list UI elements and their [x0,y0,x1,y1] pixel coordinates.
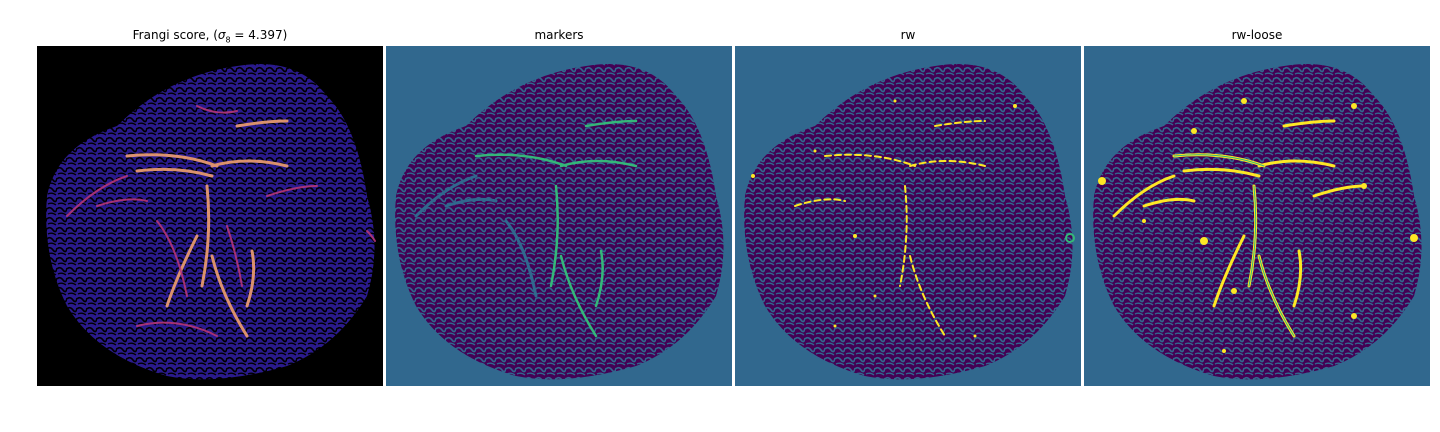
rw-loose-image [1084,46,1430,386]
rw-svg [735,46,1081,386]
panel-title-markers: markers [534,28,584,42]
panel-title-rw: rw [900,28,916,42]
markers-svg [386,46,732,386]
markers-image [386,46,732,386]
title-prefix: Frangi score, ( [132,28,218,42]
title-suffix: = 4.397) [230,28,288,42]
panel-title-frangi: Frangi score, (σ8 = 4.397) [37,28,383,44]
frangi-svg [37,46,383,386]
panel-title-rw-loose: rw-loose [1231,28,1283,42]
frangi-score-image [37,46,383,386]
rw-loose-svg [1084,46,1430,386]
title-sub: 8 [225,35,231,45]
rw-image [735,46,1081,386]
title-sigma: σ [217,28,226,42]
